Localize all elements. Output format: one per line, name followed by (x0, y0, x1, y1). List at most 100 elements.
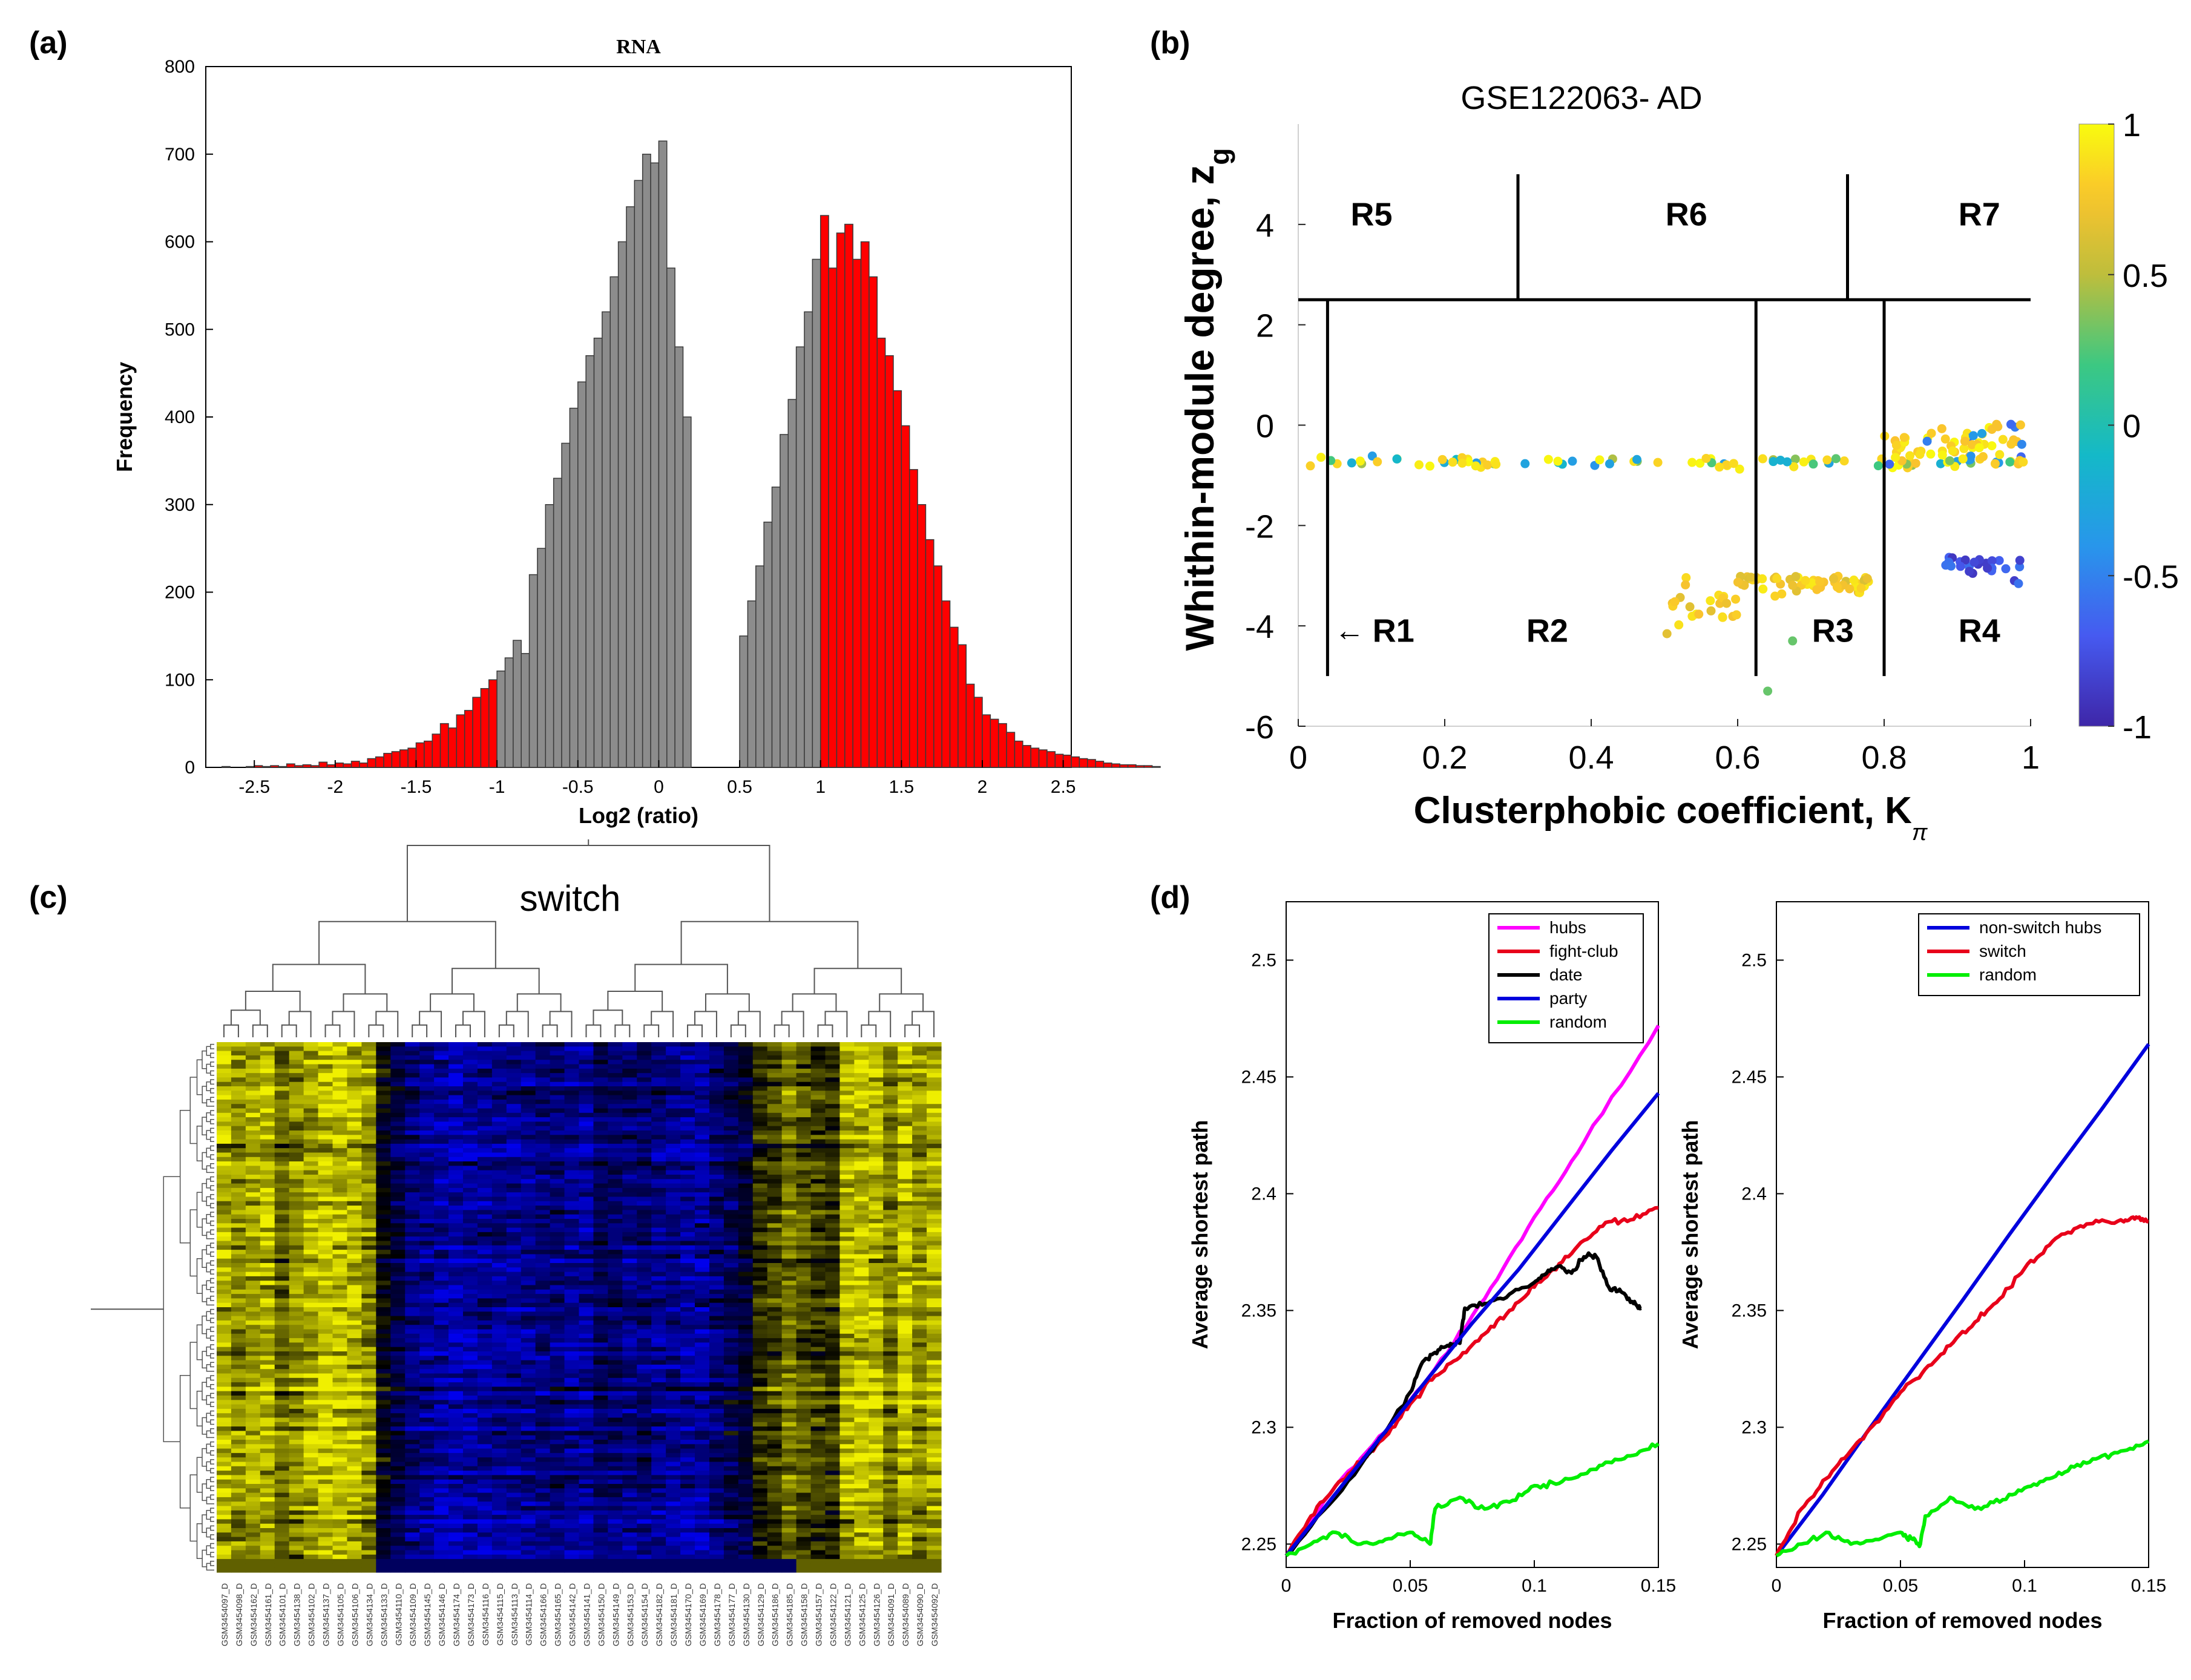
heatmap-cell (434, 1077, 449, 1083)
heatmap-cell (608, 1320, 623, 1325)
heatmap-cell (245, 1523, 261, 1529)
heatmap-cell (608, 1086, 623, 1091)
heatmap-cell (318, 1051, 333, 1056)
heatmap-cell (637, 1051, 652, 1056)
heatmap-cell (332, 1497, 348, 1502)
heatmap-cell (231, 1104, 246, 1109)
scatter-point (1448, 458, 1457, 467)
heatmap-cell (622, 1457, 637, 1463)
heatmap-cell (390, 1227, 406, 1233)
heatmap-cell (579, 1537, 594, 1542)
heatmap-cell (651, 1196, 666, 1202)
heatmap-cell (593, 1241, 608, 1246)
heatmap-cell (260, 1175, 275, 1180)
heatmap-cell (666, 1342, 681, 1348)
heatmap-cell (462, 1245, 478, 1250)
region-label: R2 (1526, 612, 1568, 649)
heatmap-cell (217, 1311, 232, 1317)
heatmap-cell (419, 1369, 435, 1374)
heatmap-cell (723, 1196, 739, 1202)
heatmap-cell (390, 1250, 406, 1255)
heatmap-cell (217, 1263, 232, 1268)
heatmap-cell (564, 1219, 580, 1224)
histogram-bar (1119, 764, 1129, 768)
heatmap-cell (376, 1271, 391, 1277)
heatmap-cell (608, 1347, 623, 1352)
heatmap-cell (593, 1117, 608, 1122)
heatmap-cell (332, 1112, 348, 1118)
heatmap-cell (405, 1148, 420, 1153)
heatmap-cell (521, 1170, 536, 1175)
heatmap-cell (245, 1095, 261, 1100)
heatmap-cell (535, 1064, 551, 1069)
heatmap-cell (390, 1325, 406, 1330)
heatmap-cell (390, 1223, 406, 1229)
heatmap-cell (651, 1431, 666, 1436)
heatmap-cell (680, 1519, 695, 1524)
heatmap-cell (405, 1342, 420, 1348)
heatmap-cell (390, 1285, 406, 1290)
heatmap-cell (608, 1452, 623, 1458)
heatmap-cell (521, 1440, 536, 1445)
heatmap-cell (723, 1187, 739, 1193)
heatmap-cell (723, 1095, 739, 1100)
heatmap-cell (390, 1073, 406, 1078)
heatmap-cell (376, 1236, 391, 1242)
heatmap-cell (723, 1139, 739, 1144)
heatmap-cell (579, 1471, 594, 1475)
heatmap-cell (506, 1391, 522, 1396)
heatmap-cell (419, 1223, 435, 1229)
heatmap-cell (245, 1563, 261, 1569)
heatmap-cell (593, 1166, 608, 1171)
heatmap-cell (434, 1236, 449, 1242)
heatmap-cell (390, 1055, 406, 1060)
heatmap-cell (608, 1369, 623, 1374)
heatmap-cell (521, 1263, 536, 1268)
heatmap-cell (723, 1431, 739, 1436)
heatmap-cell (709, 1567, 724, 1573)
heatmap-cell (434, 1316, 449, 1321)
heatmap-cell (477, 1219, 493, 1224)
heatmap-cell (550, 1289, 565, 1294)
heatmap-cell (390, 1475, 406, 1480)
heatmap-cell (709, 1135, 724, 1140)
heatmap-cell (347, 1413, 362, 1419)
heatmap-cell (666, 1281, 681, 1286)
heatmap-cell (376, 1276, 391, 1281)
heatmap-cell (347, 1161, 362, 1166)
heatmap-cell (274, 1170, 290, 1175)
heatmap-cell (347, 1091, 362, 1096)
heatmap-cell (477, 1236, 493, 1242)
heatmap-cell (332, 1267, 348, 1273)
heatmap-cell (332, 1139, 348, 1144)
heatmap-cell (666, 1091, 681, 1096)
histogram-bar (626, 206, 636, 768)
heatmap-cell (303, 1528, 319, 1533)
heatmap-cell (376, 1068, 391, 1074)
heatmap-cell (274, 1325, 290, 1330)
heatmap-cell (260, 1400, 275, 1405)
heatmap-cell (318, 1422, 333, 1427)
heatmap-cell (231, 1488, 246, 1494)
heatmap-cell (608, 1055, 623, 1060)
heatmap-cell (231, 1369, 246, 1374)
heatmap-cell (419, 1263, 435, 1268)
heatmap-cell (217, 1219, 232, 1224)
heatmap-cell (564, 1139, 580, 1144)
dendrogram-branch (430, 993, 475, 1012)
heatmap-cell (260, 1320, 275, 1325)
heatmap-cell (622, 1408, 637, 1414)
heatmap-cell (332, 1051, 348, 1056)
heatmap-cell (347, 1400, 362, 1405)
heatmap-cell (593, 1417, 608, 1423)
heatmap-cell (695, 1333, 710, 1339)
histogram-xtick-label: 1 (815, 777, 826, 797)
heatmap-cell (564, 1400, 580, 1405)
heatmap-cell (274, 1179, 290, 1184)
heatmap-cell (593, 1360, 608, 1365)
heatmap-cell (361, 1271, 376, 1277)
heatmap-cell (535, 1417, 551, 1423)
heatmap-cell (274, 1271, 290, 1277)
dendrogram-branch (202, 1315, 207, 1334)
heatmap-cell (637, 1046, 652, 1052)
